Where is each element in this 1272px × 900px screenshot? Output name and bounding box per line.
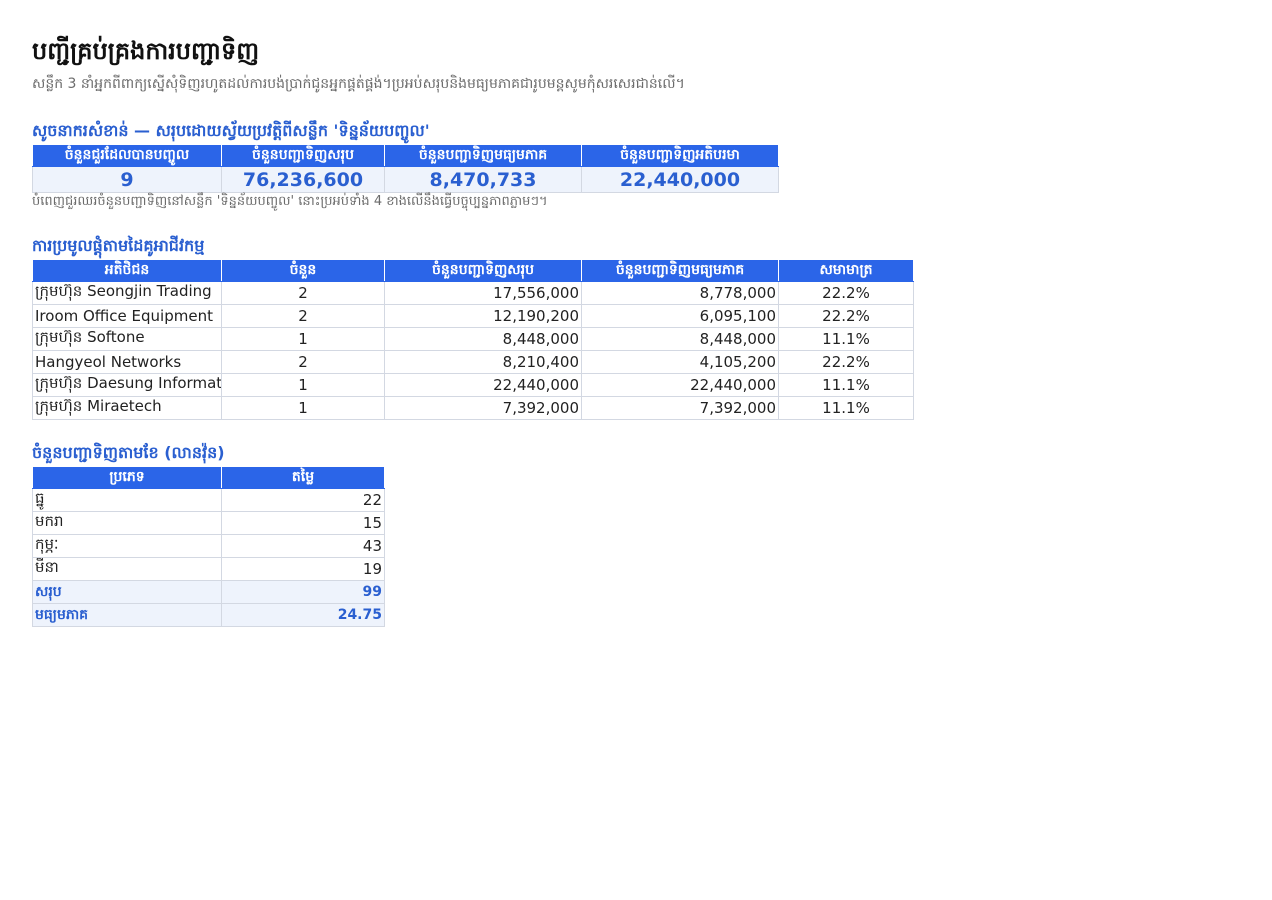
cell: កុម្ភៈ	[32, 534, 222, 558]
cell: 2	[221, 281, 385, 305]
cell: 7,392,000	[384, 396, 582, 420]
kpi-value: 9	[32, 166, 222, 193]
cell: 1	[221, 373, 385, 397]
cell: 8,210,400	[384, 350, 582, 374]
cell: 15	[221, 511, 385, 535]
cell: ធ្នូ	[32, 488, 222, 512]
cell: មីនា	[32, 557, 222, 581]
cell: 99	[221, 580, 385, 604]
cell: 2	[221, 350, 385, 374]
cell: 22	[221, 488, 385, 512]
kpi-table: ចំនួនជួរដែលបានបញ្ចូល ចំនួនបញ្ជាទិញសរុប ចំន…	[32, 144, 779, 193]
cell: ក្រុមហ៊ុន Daesung Information	[32, 373, 222, 397]
kpi-value: 8,470,733	[384, 166, 582, 193]
cell: មករា	[32, 511, 222, 535]
column-header: ប្រភេទ	[32, 466, 222, 489]
column-header: សមាមាត្រ	[778, 259, 914, 282]
title: បញ្ជីគ្រប់គ្រងការបញ្ជាទិញ	[32, 37, 260, 65]
cell: 43	[221, 534, 385, 558]
cell: មធ្យមភាគ	[32, 603, 222, 627]
column-header: តម្លៃ	[221, 466, 385, 489]
cell: 22,440,000	[384, 373, 582, 397]
cell: 1	[221, 327, 385, 351]
cell: ក្រុមហ៊ុន Miraetech	[32, 396, 222, 420]
column-header: ចំនួនបញ្ជាទិញមធ្យមភាគ	[384, 144, 582, 167]
cell: 4,105,200	[581, 350, 779, 374]
cell: 7,392,000	[581, 396, 779, 420]
kpi-value: 22,440,000	[581, 166, 779, 193]
kpi-value: 76,236,600	[221, 166, 385, 193]
column-header: ចំនួនបញ្ជាទិញអតិបរមា	[581, 144, 779, 167]
table-row: ក្រុមហ៊ុន Softone 1 8,448,000 8,448,000 11.1…	[32, 327, 914, 351]
column-header: ចំនួនបញ្ជាទិញមធ្យមភាគ	[581, 259, 779, 282]
table-row: Hangyeol Networks 2 8,210,400 4,105,200 22.2…	[32, 350, 914, 374]
column-header: ចំនួនបញ្ជាទិញសរុប	[384, 259, 582, 282]
cell: 8,778,000	[581, 281, 779, 305]
summary-row: សរុប 99	[32, 580, 385, 604]
cell: Hangyeol Networks	[32, 350, 222, 374]
table-row: ធ្នូ 22	[32, 488, 385, 512]
note: បំពេញជួរឈរចំនួនបញ្ជាទិញនៅសន្លឹក 'ទិន្នន័…	[32, 194, 548, 209]
cell: 2	[221, 304, 385, 328]
cell: 11.1%	[778, 373, 914, 397]
header-row: ប្រភេទ តម្លៃ	[32, 466, 385, 489]
cell: ក្រុមហ៊ុន Softone	[32, 327, 222, 351]
cell: 22,440,000	[581, 373, 779, 397]
cell: 1	[221, 396, 385, 420]
partners-table: អតិថិជន ចំនួន ចំនួនបញ្ជាទិញសរុប ចំនួនបញ្ជាទ…	[32, 259, 914, 420]
table-row: ក្រុមហ៊ុន Miraetech 1 7,392,000 7,392,000 11…	[32, 396, 914, 420]
table-row: ក្រុមហ៊ុន Daesung Information122,440,000…	[32, 373, 914, 397]
cell: 17,556,000	[384, 281, 582, 305]
table-row: ក្រុមហ៊ុន Seongjin Trading 2 17,556,000 8,7…	[32, 281, 914, 305]
column-header: ចំនួនបញ្ជាទិញសរុប	[221, 144, 385, 167]
kpi-row: 9 76,236,600 8,470,733 22,440,000	[32, 166, 779, 193]
cell: 6,095,100	[581, 304, 779, 328]
cell: 11.1%	[778, 327, 914, 351]
monthly-table: ប្រភេទ តម្លៃ ធ្នូ 22 មករា 15 កុម្ភៈ 43 មីនា 19 សរុ…	[32, 466, 385, 627]
cell: ក្រុមហ៊ុន Seongjin Trading	[32, 281, 222, 305]
column-header: ចំនួនជួរដែលបានបញ្ចូល	[32, 144, 222, 167]
column-header: ចំនួន	[221, 259, 385, 282]
section-title: ការប្រមូលផ្តុំតាមដៃគូអាជីវកម្ម	[32, 236, 205, 255]
summary-row: មធ្យមភាគ 24.75	[32, 603, 385, 627]
cell: 22.2%	[778, 304, 914, 328]
header-row: អតិថិជន ចំនួន ចំនួនបញ្ជាទិញសរុប ចំនួនបញ្ជាទ…	[32, 259, 914, 282]
cell: Iroom Office Equipment	[32, 304, 222, 328]
table-row: មករា 15	[32, 511, 385, 535]
column-header: អតិថិជន	[32, 259, 222, 282]
cell: សរុប	[32, 580, 222, 604]
cell: 8,448,000	[581, 327, 779, 351]
cell: 19	[221, 557, 385, 581]
cell: 24.75	[221, 603, 385, 627]
table-row: កុម្ភៈ 43	[32, 534, 385, 558]
cell: 8,448,000	[384, 327, 582, 351]
cell: 22.2%	[778, 281, 914, 305]
header-row: ចំនួនជួរដែលបានបញ្ចូល ចំនួនបញ្ជាទិញសរុប ចំន…	[32, 144, 779, 167]
table-row: Iroom Office Equipment 2 12,190,200 6,095,1…	[32, 304, 914, 328]
cell: 22.2%	[778, 350, 914, 374]
subtitle: សន្លឹក 3 នាំអ្នកពីពាក្យស្នើសុំទិញរហូតដល់…	[32, 76, 685, 92]
section-title: ចំនួនបញ្ជាទិញតាមខែ (លានវ៉ុន)	[32, 443, 225, 462]
cell: 11.1%	[778, 396, 914, 420]
table-row: មីនា 19	[32, 557, 385, 581]
cell: 12,190,200	[384, 304, 582, 328]
section-title: សូចនាករសំខាន់ — សរុបដោយស្វ័យប្រវត្តិពីសន…	[32, 121, 430, 140]
